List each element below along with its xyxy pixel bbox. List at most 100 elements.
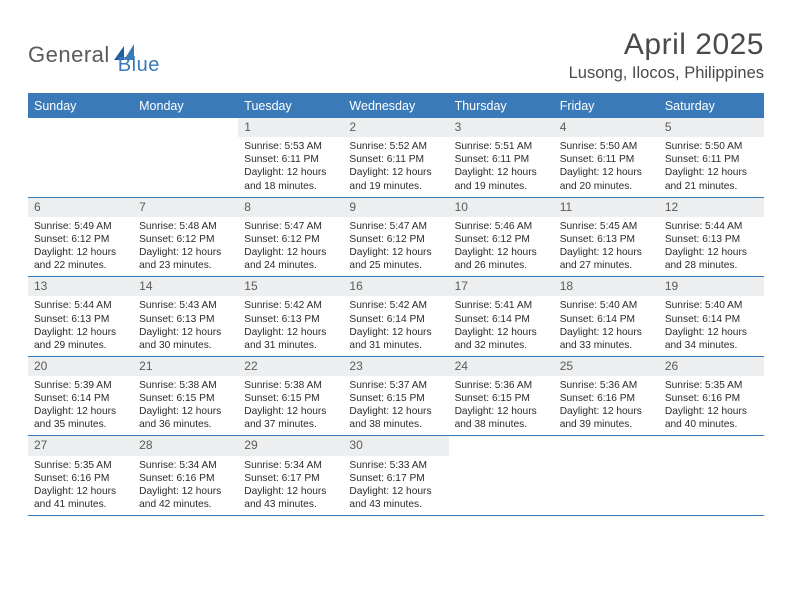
- cell-body: Sunrise: 5:43 AMSunset: 6:13 PMDaylight:…: [133, 296, 238, 355]
- day-name-wed: Wednesday: [343, 95, 448, 118]
- calendar-cell: [28, 118, 133, 197]
- daylight-line: Daylight: 12 hours and 26 minutes.: [455, 246, 548, 272]
- sunset-line: Sunset: 6:15 PM: [139, 392, 232, 405]
- calendar-cell: 22Sunrise: 5:38 AMSunset: 6:15 PMDayligh…: [238, 357, 343, 436]
- sunrise-line: Sunrise: 5:33 AM: [349, 459, 442, 472]
- daylight-line: Daylight: 12 hours and 33 minutes.: [560, 326, 653, 352]
- calendar-cell: [449, 436, 554, 515]
- daylight-line: Daylight: 12 hours and 19 minutes.: [349, 166, 442, 192]
- day-number: 3: [449, 118, 554, 137]
- calendar-week: 27Sunrise: 5:35 AMSunset: 6:16 PMDayligh…: [28, 436, 764, 516]
- daylight-line: Daylight: 12 hours and 35 minutes.: [34, 405, 127, 431]
- calendar-cell: 2Sunrise: 5:52 AMSunset: 6:11 PMDaylight…: [343, 118, 448, 197]
- daylight-line: Daylight: 12 hours and 21 minutes.: [665, 166, 758, 192]
- day-number: 14: [133, 277, 238, 296]
- calendar-week: 1Sunrise: 5:53 AMSunset: 6:11 PMDaylight…: [28, 118, 764, 198]
- sunrise-line: Sunrise: 5:36 AM: [560, 379, 653, 392]
- cell-body: Sunrise: 5:35 AMSunset: 6:16 PMDaylight:…: [28, 456, 133, 515]
- day-number: 6: [28, 198, 133, 217]
- cell-body: Sunrise: 5:47 AMSunset: 6:12 PMDaylight:…: [238, 217, 343, 276]
- sunrise-line: Sunrise: 5:37 AM: [349, 379, 442, 392]
- day-number: 19: [659, 277, 764, 296]
- day-number: 9: [343, 198, 448, 217]
- day-number: 1: [238, 118, 343, 137]
- calendar-cell: 9Sunrise: 5:47 AMSunset: 6:12 PMDaylight…: [343, 198, 448, 277]
- sunset-line: Sunset: 6:15 PM: [455, 392, 548, 405]
- sunset-line: Sunset: 6:14 PM: [349, 313, 442, 326]
- sunset-line: Sunset: 6:15 PM: [244, 392, 337, 405]
- calendar: Sunday Monday Tuesday Wednesday Thursday…: [28, 93, 764, 516]
- daylight-line: Daylight: 12 hours and 41 minutes.: [34, 485, 127, 511]
- day-number: 18: [554, 277, 659, 296]
- calendar-cell: 13Sunrise: 5:44 AMSunset: 6:13 PMDayligh…: [28, 277, 133, 356]
- daylight-line: Daylight: 12 hours and 20 minutes.: [560, 166, 653, 192]
- cell-body: Sunrise: 5:33 AMSunset: 6:17 PMDaylight:…: [343, 456, 448, 515]
- cell-body: Sunrise: 5:37 AMSunset: 6:15 PMDaylight:…: [343, 376, 448, 435]
- sunset-line: Sunset: 6:14 PM: [455, 313, 548, 326]
- day-number: 24: [449, 357, 554, 376]
- day-number: 21: [133, 357, 238, 376]
- sunrise-line: Sunrise: 5:41 AM: [455, 299, 548, 312]
- sunrise-line: Sunrise: 5:51 AM: [455, 140, 548, 153]
- day-name-mon: Monday: [133, 95, 238, 118]
- calendar-day-header: Sunday Monday Tuesday Wednesday Thursday…: [28, 95, 764, 118]
- daylight-line: Daylight: 12 hours and 34 minutes.: [665, 326, 758, 352]
- sunset-line: Sunset: 6:15 PM: [349, 392, 442, 405]
- calendar-cell: 7Sunrise: 5:48 AMSunset: 6:12 PMDaylight…: [133, 198, 238, 277]
- daylight-line: Daylight: 12 hours and 27 minutes.: [560, 246, 653, 272]
- sunrise-line: Sunrise: 5:42 AM: [244, 299, 337, 312]
- sunset-line: Sunset: 6:11 PM: [665, 153, 758, 166]
- sunset-line: Sunset: 6:12 PM: [139, 233, 232, 246]
- sunset-line: Sunset: 6:12 PM: [455, 233, 548, 246]
- sunset-line: Sunset: 6:13 PM: [665, 233, 758, 246]
- day-number: 2: [343, 118, 448, 137]
- cell-body: Sunrise: 5:52 AMSunset: 6:11 PMDaylight:…: [343, 137, 448, 196]
- month-title: April 2025: [569, 28, 764, 62]
- sunset-line: Sunset: 6:11 PM: [560, 153, 653, 166]
- calendar-week: 13Sunrise: 5:44 AMSunset: 6:13 PMDayligh…: [28, 277, 764, 357]
- sunrise-line: Sunrise: 5:34 AM: [139, 459, 232, 472]
- day-name-fri: Friday: [554, 95, 659, 118]
- cell-body: Sunrise: 5:36 AMSunset: 6:16 PMDaylight:…: [554, 376, 659, 435]
- calendar-cell: 16Sunrise: 5:42 AMSunset: 6:14 PMDayligh…: [343, 277, 448, 356]
- cell-body: Sunrise: 5:35 AMSunset: 6:16 PMDaylight:…: [659, 376, 764, 435]
- day-name-sun: Sunday: [28, 95, 133, 118]
- daylight-line: Daylight: 12 hours and 18 minutes.: [244, 166, 337, 192]
- cell-body: Sunrise: 5:45 AMSunset: 6:13 PMDaylight:…: [554, 217, 659, 276]
- cell-body: Sunrise: 5:48 AMSunset: 6:12 PMDaylight:…: [133, 217, 238, 276]
- cell-body: Sunrise: 5:47 AMSunset: 6:12 PMDaylight:…: [343, 217, 448, 276]
- daylight-line: Daylight: 12 hours and 42 minutes.: [139, 485, 232, 511]
- calendar-cell: 8Sunrise: 5:47 AMSunset: 6:12 PMDaylight…: [238, 198, 343, 277]
- sunrise-line: Sunrise: 5:48 AM: [139, 220, 232, 233]
- calendar-cell: 14Sunrise: 5:43 AMSunset: 6:13 PMDayligh…: [133, 277, 238, 356]
- sunset-line: Sunset: 6:12 PM: [349, 233, 442, 246]
- daylight-line: Daylight: 12 hours and 24 minutes.: [244, 246, 337, 272]
- calendar-cell: 26Sunrise: 5:35 AMSunset: 6:16 PMDayligh…: [659, 357, 764, 436]
- cell-body: Sunrise: 5:40 AMSunset: 6:14 PMDaylight:…: [659, 296, 764, 355]
- logo-text-blue: Blue: [118, 54, 160, 77]
- cell-body: Sunrise: 5:41 AMSunset: 6:14 PMDaylight:…: [449, 296, 554, 355]
- calendar-cell: 5Sunrise: 5:50 AMSunset: 6:11 PMDaylight…: [659, 118, 764, 197]
- daylight-line: Daylight: 12 hours and 31 minutes.: [244, 326, 337, 352]
- cell-body: Sunrise: 5:39 AMSunset: 6:14 PMDaylight:…: [28, 376, 133, 435]
- calendar-cell: 18Sunrise: 5:40 AMSunset: 6:14 PMDayligh…: [554, 277, 659, 356]
- sunset-line: Sunset: 6:13 PM: [560, 233, 653, 246]
- calendar-cell: 28Sunrise: 5:34 AMSunset: 6:16 PMDayligh…: [133, 436, 238, 515]
- daylight-line: Daylight: 12 hours and 38 minutes.: [349, 405, 442, 431]
- daylight-line: Daylight: 12 hours and 25 minutes.: [349, 246, 442, 272]
- daylight-line: Daylight: 12 hours and 31 minutes.: [349, 326, 442, 352]
- day-number: 30: [343, 436, 448, 455]
- sunrise-line: Sunrise: 5:40 AM: [665, 299, 758, 312]
- cell-body: Sunrise: 5:44 AMSunset: 6:13 PMDaylight:…: [28, 296, 133, 355]
- calendar-cell: 10Sunrise: 5:46 AMSunset: 6:12 PMDayligh…: [449, 198, 554, 277]
- calendar-cell: 17Sunrise: 5:41 AMSunset: 6:14 PMDayligh…: [449, 277, 554, 356]
- cell-body: Sunrise: 5:40 AMSunset: 6:14 PMDaylight:…: [554, 296, 659, 355]
- sunrise-line: Sunrise: 5:34 AM: [244, 459, 337, 472]
- calendar-cell: [554, 436, 659, 515]
- sunrise-line: Sunrise: 5:49 AM: [34, 220, 127, 233]
- day-number: 23: [343, 357, 448, 376]
- calendar-cell: 27Sunrise: 5:35 AMSunset: 6:16 PMDayligh…: [28, 436, 133, 515]
- sunrise-line: Sunrise: 5:42 AM: [349, 299, 442, 312]
- calendar-cell: 12Sunrise: 5:44 AMSunset: 6:13 PMDayligh…: [659, 198, 764, 277]
- cell-body: Sunrise: 5:42 AMSunset: 6:13 PMDaylight:…: [238, 296, 343, 355]
